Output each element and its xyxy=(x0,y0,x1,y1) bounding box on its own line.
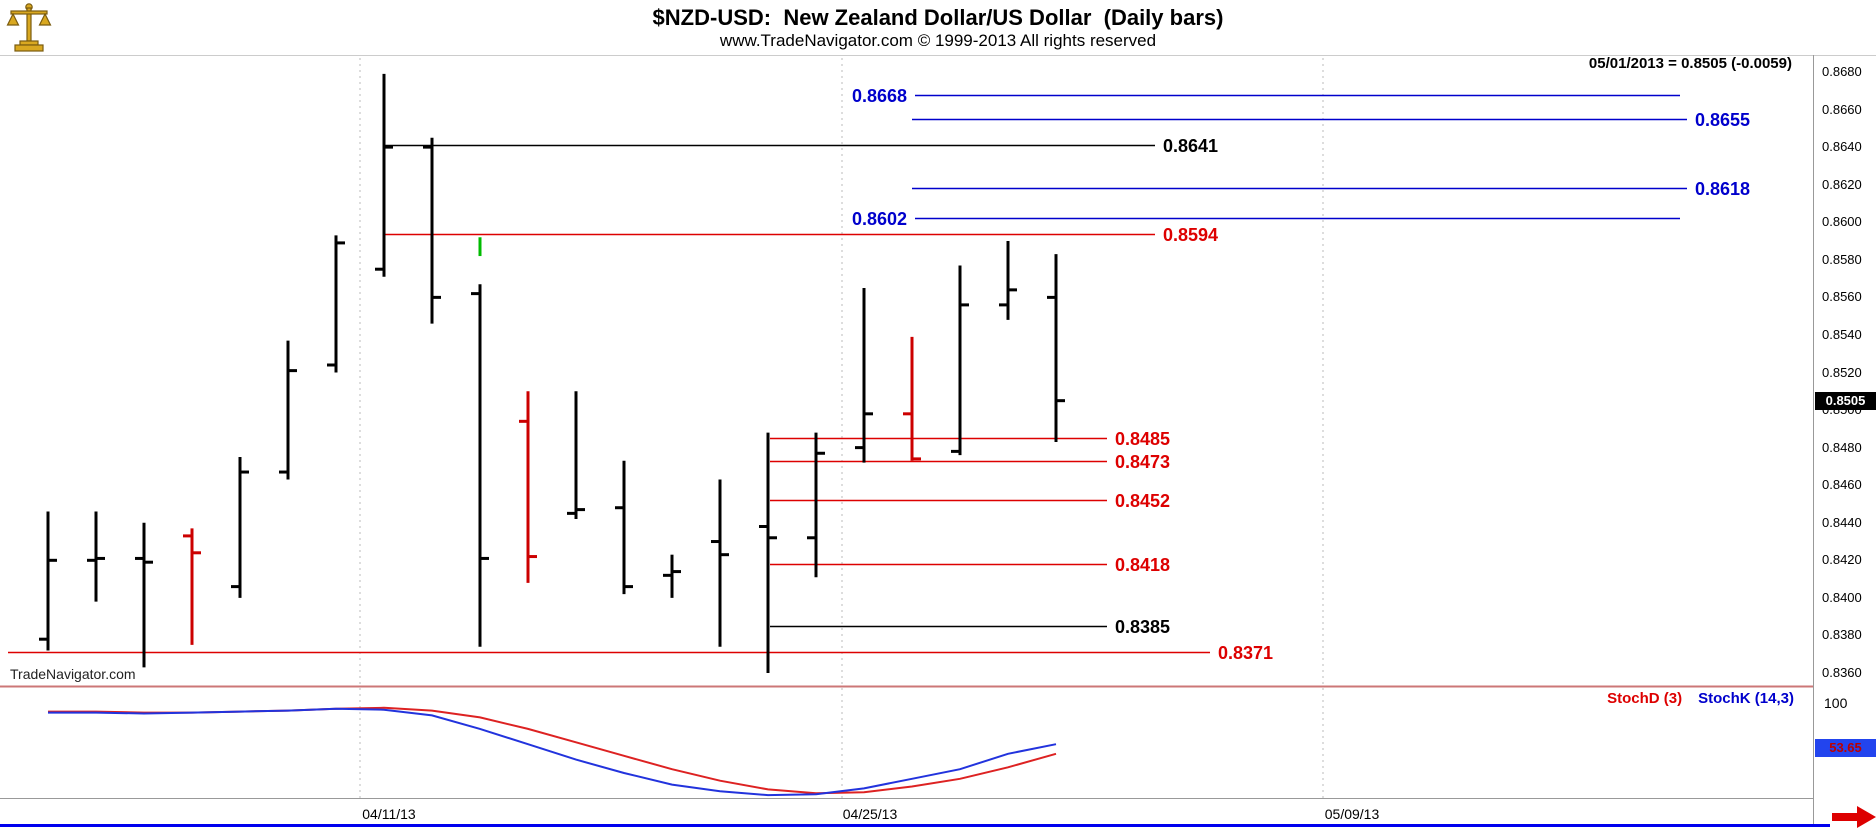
tradenavigator-watermark: TradeNavigator.com xyxy=(10,666,136,682)
scroll-right-arrow-button[interactable] xyxy=(1832,806,1876,828)
gold-scales-icon xyxy=(6,3,52,52)
stochk-line xyxy=(48,707,1057,797)
legend-stochd: StochD (3) xyxy=(1607,690,1683,707)
stochastic-value-badge: 53.65 xyxy=(1815,739,1876,757)
chart-title: $NZD-USD: New Zealand Dollar/US Dollar (… xyxy=(652,5,1224,30)
chart-subtitle: www.TradeNavigator.com © 1999-2013 All r… xyxy=(719,31,1157,50)
legend-stochk: StochK (14,3) xyxy=(1698,690,1794,707)
tradenavigator-logo xyxy=(6,2,52,59)
stochastic-scale-top-label: 100 xyxy=(1824,695,1848,711)
current-price-badge: 0.8505 xyxy=(1815,392,1876,410)
stochastic-legend: StochD (3) StochK (14,3) xyxy=(1607,690,1794,707)
last-quote-readout: 05/01/2013 = 0.8505 (-0.0059) xyxy=(1588,55,1792,72)
